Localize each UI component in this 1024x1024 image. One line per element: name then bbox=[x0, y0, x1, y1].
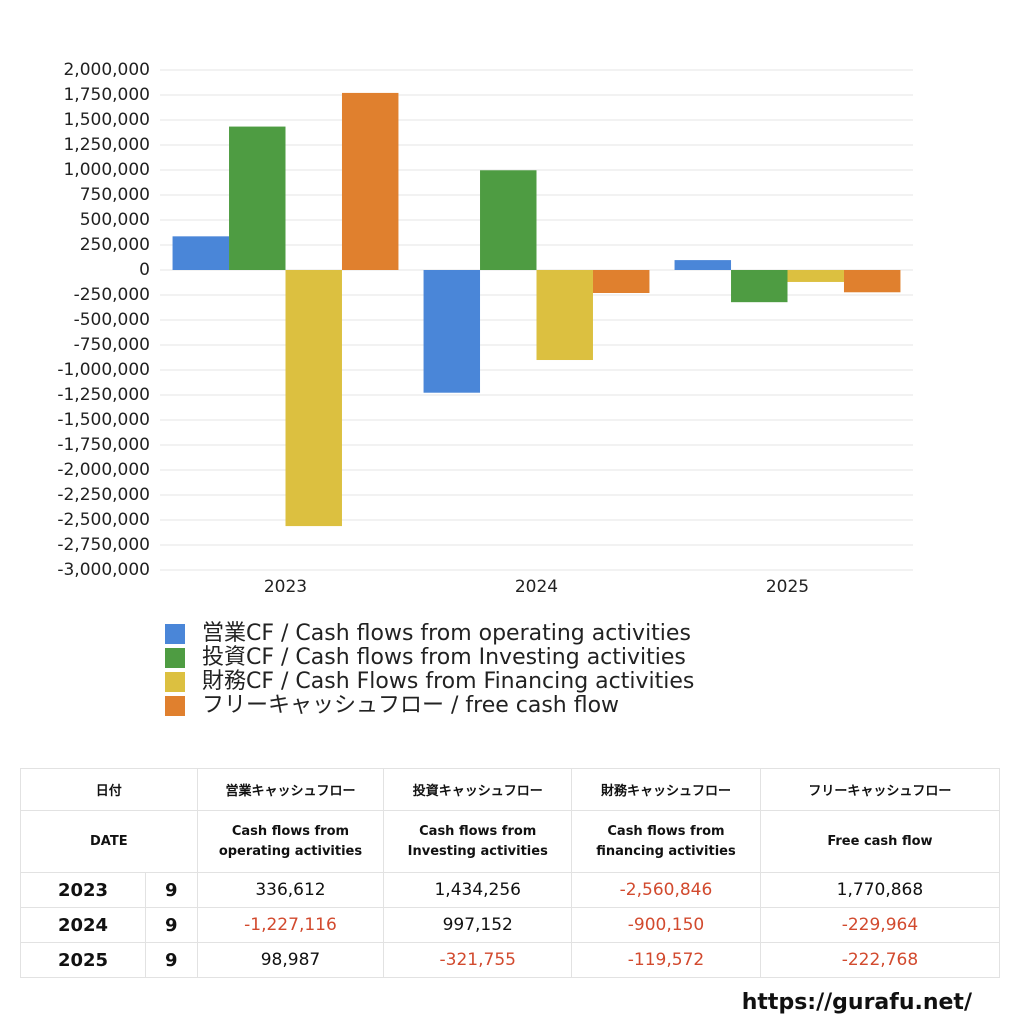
y-tick-label: 0 bbox=[139, 260, 150, 280]
y-tick-label: -1,250,000 bbox=[57, 385, 150, 405]
y-tick-label: -1,000,000 bbox=[57, 360, 150, 380]
y-tick-label: -2,500,000 bbox=[57, 510, 150, 530]
bar bbox=[731, 270, 788, 303]
bar bbox=[674, 260, 732, 270]
y-tick-label: -2,000,000 bbox=[57, 460, 150, 480]
y-tick-label: -2,250,000 bbox=[57, 485, 150, 505]
x-tick-label: 2023 bbox=[264, 577, 307, 597]
y-tick-label: 1,500,000 bbox=[63, 110, 150, 130]
footer-url: https://gurafu.net/ bbox=[741, 990, 972, 1015]
header-cell: フリーキャッシュフロー bbox=[759, 768, 1001, 811]
y-tick-label: -3,000,000 bbox=[57, 560, 150, 580]
y-tick-label: 250,000 bbox=[80, 235, 150, 255]
subheader-cell: Cash flows from Investing activities bbox=[383, 810, 573, 873]
bar bbox=[592, 270, 650, 293]
data-row: 2023 9 336,612 1,434,256 -2,560,846 1,770,868 bbox=[19, 872, 1001, 908]
y-tick-label: 750,000 bbox=[80, 185, 150, 205]
value-cell: 1,434,256 bbox=[383, 872, 573, 908]
subheader-row: DATE Cash flows from operating activities… bbox=[20, 810, 1001, 873]
legend-swatch bbox=[165, 696, 185, 716]
value-cell: -900,150 bbox=[571, 907, 761, 943]
value-cell: 1,770,868 bbox=[759, 872, 1001, 908]
data-row: 2024 9 -1,227,116 997,152 -900,150 -229,964 bbox=[19, 907, 1001, 943]
value-cell: -321,755 bbox=[383, 942, 573, 978]
row-label: 9 bbox=[145, 907, 198, 943]
y-tick-label: 1,000,000 bbox=[63, 160, 150, 180]
bar bbox=[843, 270, 901, 293]
row-label: 2024 bbox=[19, 907, 147, 943]
value-cell: 98,987 bbox=[196, 942, 385, 978]
header-cell: 日付 bbox=[20, 768, 198, 811]
y-tick-label: -1,750,000 bbox=[57, 435, 150, 455]
y-tick-label: -750,000 bbox=[74, 335, 150, 355]
value-cell: -222,768 bbox=[759, 942, 1001, 978]
legend-label: 財務CF / Cash Flows from Financing activit… bbox=[202, 669, 694, 694]
legend-swatch bbox=[165, 672, 185, 692]
legend-swatch bbox=[165, 648, 185, 668]
y-tick-label: 500,000 bbox=[80, 210, 150, 230]
legend-swatch bbox=[165, 624, 185, 644]
y-tick-label: 1,250,000 bbox=[63, 135, 150, 155]
row-label: 9 bbox=[145, 872, 198, 908]
value-cell: -229,964 bbox=[759, 907, 1001, 943]
value-cell: 336,612 bbox=[196, 872, 385, 908]
data-table: 日付 営業キャッシュフロー 投資キャッシュフロー 財務キャッシュフロー フリーキャッシュ… bbox=[19, 768, 1001, 978]
bar bbox=[229, 126, 286, 270]
header-row: 日付 営業キャッシュフロー 投資キャッシュフロー 財務キャッシュフロー フリーキャッシュ… bbox=[20, 768, 1001, 811]
y-tick-label: -2,750,000 bbox=[57, 535, 150, 555]
bar bbox=[787, 270, 844, 282]
row-label: 2023 bbox=[19, 872, 147, 908]
subheader-cell: Cash flows from financing activities bbox=[571, 810, 761, 873]
row-label: 9 bbox=[145, 942, 198, 978]
bar bbox=[285, 270, 342, 527]
y-tick-label: -500,000 bbox=[74, 310, 150, 330]
x-tick-label: 2025 bbox=[766, 577, 809, 597]
y-tick-label: -250,000 bbox=[74, 285, 150, 305]
y-tick-label: 2,000,000 bbox=[63, 60, 150, 80]
value-cell: -1,227,116 bbox=[196, 907, 385, 943]
y-tick-label: 1,750,000 bbox=[63, 85, 150, 105]
bar bbox=[480, 170, 537, 270]
header-cell: 営業キャッシュフロー bbox=[196, 768, 385, 811]
subheader-cell: Cash flows from operating activities bbox=[196, 810, 385, 873]
x-tick-label: 2024 bbox=[515, 577, 558, 597]
data-row: 2025 9 98,987 -321,755 -119,572 -222,768 bbox=[19, 942, 1001, 978]
row-label: 2025 bbox=[19, 942, 147, 978]
bar bbox=[536, 270, 593, 361]
value-cell: -2,560,846 bbox=[571, 872, 761, 908]
legend-label: 営業CF / Cash flows from operating activit… bbox=[202, 621, 691, 646]
subheader-cell: Free cash flow bbox=[759, 810, 1001, 873]
y-tick-label: -1,500,000 bbox=[57, 410, 150, 430]
value-cell: 997,152 bbox=[383, 907, 573, 943]
legend-label: 投資CF / Cash flows from Investing activit… bbox=[202, 645, 686, 670]
bar bbox=[423, 270, 481, 393]
bar bbox=[172, 236, 230, 270]
subheader-cell: DATE bbox=[20, 810, 198, 873]
value-cell: -119,572 bbox=[571, 942, 761, 978]
header-cell: 投資キャッシュフロー bbox=[383, 768, 573, 811]
chart: -3,000,000 -2,750,000 -2,500,000 -2,250,000… bbox=[57, 60, 913, 718]
header-cell: 財務キャッシュフロー bbox=[571, 768, 761, 811]
bar bbox=[341, 92, 399, 270]
legend-label: フリーキャッシュフロー / free cash flow bbox=[202, 693, 619, 718]
